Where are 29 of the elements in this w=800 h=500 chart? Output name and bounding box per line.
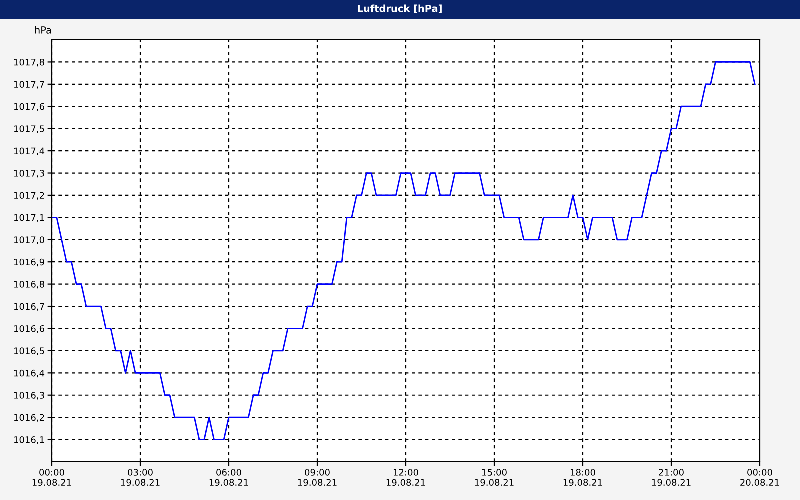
y-tick-label: 1016,9 [14, 258, 44, 267]
x-tick-label: 00:00 20.08.21 [740, 469, 780, 486]
x-tick-label: 00:00 19.08.21 [32, 469, 72, 486]
y-tick-label: 1017,2 [14, 192, 44, 200]
x-tick-label: 06:00 19.08.21 [210, 469, 248, 486]
x-tick-label: 09:00 19.08.21 [298, 469, 337, 486]
y-tick-label: 1016,2 [14, 414, 44, 422]
y-axis-title: hPa [35, 26, 52, 34]
y-tick-label: 1016,1 [14, 436, 44, 444]
x-tick-label: 03:00 19.08.21 [121, 469, 160, 486]
y-tick-label: 1017,5 [14, 126, 44, 134]
x-tick-label: 21:00 19.08.21 [652, 469, 691, 486]
y-tick-label: 1017,6 [14, 103, 44, 112]
y-tick-label: 1017,8 [14, 58, 44, 67]
chart-title: Luftdruck [hPa] [358, 4, 442, 14]
y-tick-label: 1016,6 [14, 325, 44, 334]
y-tick-label: 1017,3 [14, 170, 44, 178]
y-tick-label: 1017,7 [14, 81, 44, 89]
x-tick-label: 12:00 19.08.21 [386, 469, 426, 486]
y-tick-label: 1017,1 [14, 214, 44, 222]
y-tick-label: 1016,3 [14, 392, 44, 400]
y-tick-label: 1016,4 [14, 370, 45, 378]
x-tick-label: 15:00 19.08.21 [475, 469, 514, 486]
y-tick-label: 1017,0 [14, 236, 44, 244]
y-tick-label: 1016,8 [14, 281, 44, 289]
y-tick-label: 1017,4 [14, 148, 45, 156]
y-tick-label: 1016,7 [14, 303, 44, 312]
y-tick-label: 1016,5 [14, 348, 44, 356]
x-tick-label: 18:00 19.08.21 [564, 469, 602, 486]
